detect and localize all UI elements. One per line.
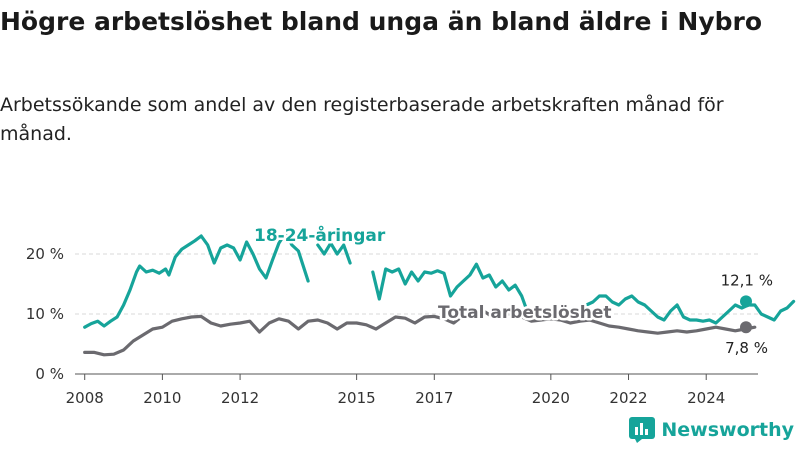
y-tick-label: 0 %	[35, 365, 64, 383]
end-label-total: 7,8 %	[725, 339, 768, 357]
x-tick-label: 2008	[66, 389, 104, 407]
x-tick-label: 2020	[532, 389, 570, 407]
series-line-youth	[316, 241, 352, 265]
series-line-total	[83, 308, 757, 357]
chart-subtitle: Arbetssökande som andel av den registerb…	[0, 94, 724, 145]
series-label-total: Total arbetslöshet	[438, 303, 612, 323]
series-label-youth: 18-24-åringar	[254, 224, 386, 246]
series-line-youth	[83, 231, 310, 329]
x-tick-label: 2024	[687, 389, 725, 407]
x-tick-label: 2015	[338, 389, 376, 407]
end-label-youth: 12,1 %	[721, 271, 773, 289]
x-tick-label: 2022	[609, 389, 647, 407]
end-marker-total	[740, 321, 752, 334]
x-tick-label: 2012	[221, 389, 259, 407]
x-tick-label: 2017	[415, 389, 453, 407]
brand-name: Newsworthy	[661, 419, 794, 441]
chart-title: Högre arbetslöshet bland unga än bland ä…	[0, 7, 763, 36]
end-marker-youth	[740, 295, 752, 308]
brand-logo: Newsworthy	[629, 416, 794, 444]
y-tick-label: 10 %	[26, 305, 64, 323]
y-tick-label: 20 %	[26, 245, 64, 263]
x-tick-label: 2010	[143, 389, 181, 407]
bar-chart-logo-icon	[629, 417, 656, 443]
series-line-youth	[371, 262, 796, 325]
